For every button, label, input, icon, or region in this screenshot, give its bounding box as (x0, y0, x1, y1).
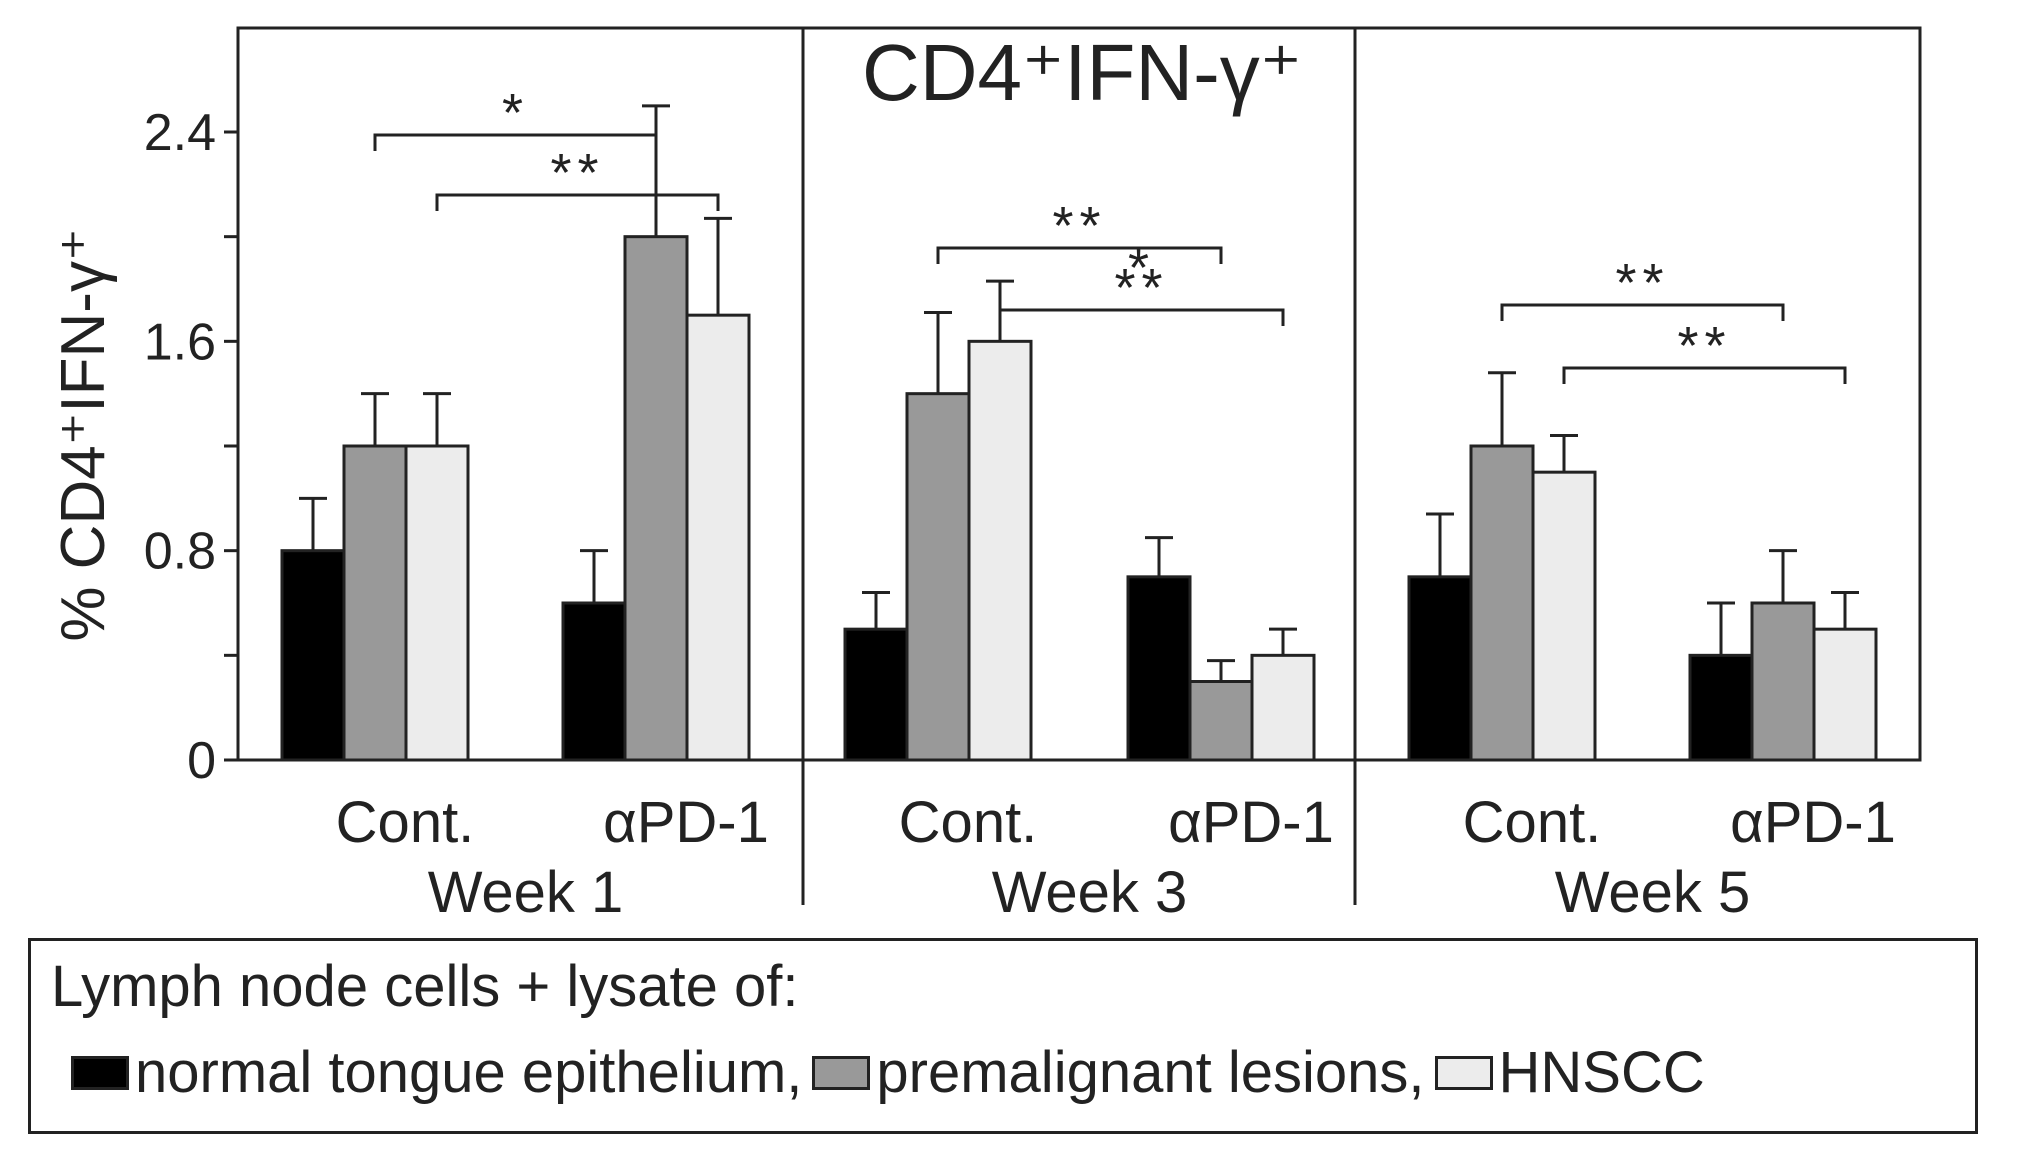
significance-bracket (1500, 303, 1785, 321)
x-week-label: Week 5 (1555, 860, 1751, 925)
bar (1469, 444, 1535, 762)
plot-frame (236, 26, 1922, 762)
bar (280, 549, 346, 762)
bar (1188, 680, 1254, 762)
legend-swatch-normal (71, 1055, 129, 1090)
x-group-label: αPD-1 (603, 790, 769, 855)
bar (685, 313, 751, 762)
significance-label: ** (1677, 316, 1731, 376)
bar (342, 444, 408, 762)
y-axis-label: % CD4⁺IFN-γ⁺ (49, 228, 118, 641)
legend-label-hnscc: HNSCC (1498, 1040, 1705, 1105)
legend-title: Lymph node cells + lysate of: (51, 954, 799, 1019)
significance-bracket (998, 308, 1285, 326)
legend-label-premalignant: premalignant lesions, (876, 1040, 1425, 1105)
significance-bracket (373, 133, 658, 151)
bar (623, 235, 689, 762)
bar (967, 339, 1033, 762)
x-group-label: αPD-1 (1730, 790, 1896, 855)
y-tick-label: 1.6 (144, 313, 216, 371)
significance-bracket (435, 193, 720, 211)
significance-bracket (1562, 366, 1847, 384)
y-tick-label: 0 (187, 732, 216, 790)
legend-swatch-hnscc (1434, 1055, 1493, 1090)
bar (1407, 575, 1473, 762)
bar (1250, 653, 1316, 762)
x-week-label: Week 1 (428, 860, 624, 925)
significance-label: ** (1615, 253, 1669, 313)
significance-label: * (1128, 238, 1155, 298)
significance-bracket (936, 246, 1223, 264)
legend-swatch-premalignant (812, 1055, 871, 1090)
bar (1750, 601, 1816, 762)
bar (905, 392, 971, 762)
bar (1812, 627, 1878, 762)
significance-label: ** (1114, 258, 1168, 318)
legend-label-normal: normal tongue epithelium, (135, 1040, 803, 1105)
bar (1126, 575, 1192, 762)
x-group-label: αPD-1 (1168, 790, 1334, 855)
x-week-label: Week 3 (992, 860, 1188, 925)
bar (1531, 470, 1597, 762)
significance-label: ** (1052, 196, 1106, 256)
significance-label: * (502, 83, 529, 143)
y-tick-label: 0.8 (144, 523, 216, 581)
legend: Lymph node cells + lysate of: normal ton… (28, 938, 1978, 1134)
bar (843, 627, 909, 762)
legend-items: normal tongue epithelium, premalignant l… (71, 1039, 1715, 1106)
x-group-label: Cont. (336, 790, 475, 855)
chart-title: CD4⁺IFN-γ⁺ (862, 28, 1302, 117)
x-group-label: Cont. (1463, 790, 1602, 855)
significance-label: ** (550, 143, 604, 203)
x-group-label: Cont. (899, 790, 1038, 855)
y-tick-label: 2.4 (144, 104, 216, 162)
bar (1688, 653, 1754, 762)
bar (561, 601, 627, 762)
bar (404, 444, 470, 762)
